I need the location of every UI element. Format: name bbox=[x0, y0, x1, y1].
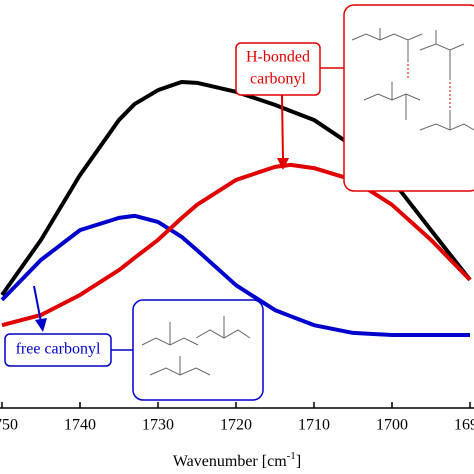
molecule bbox=[351, 28, 474, 131]
line-series bbox=[1, 162, 472, 328]
inset-box bbox=[343, 4, 474, 192]
arrow bbox=[33, 285, 42, 323]
annotation: carbonyl bbox=[250, 71, 307, 88]
annotation-box bbox=[235, 42, 321, 96]
x-tick-label: 1710 bbox=[298, 417, 330, 434]
arrow-head bbox=[277, 158, 289, 170]
h-bond bbox=[407, 64, 451, 108]
inset-box bbox=[132, 299, 264, 401]
x-tick-label: 1730 bbox=[142, 417, 174, 434]
annotation: free carbonyl bbox=[16, 341, 101, 358]
x-axis-title: Wavenumber [cm-1] bbox=[173, 450, 301, 470]
molecule bbox=[141, 316, 251, 376]
x-tick-label: 1740 bbox=[64, 417, 96, 434]
arrow-head bbox=[35, 318, 47, 332]
x-tick-label: 1750 bbox=[0, 417, 18, 434]
arrow bbox=[281, 94, 284, 161]
annotation: H-bonded bbox=[246, 49, 310, 66]
line-series bbox=[0, 213, 470, 337]
x-tick-label: 1720 bbox=[220, 417, 252, 434]
x-tick-label: 1700 bbox=[376, 417, 408, 434]
x-tick-label: 1690 bbox=[454, 417, 474, 434]
